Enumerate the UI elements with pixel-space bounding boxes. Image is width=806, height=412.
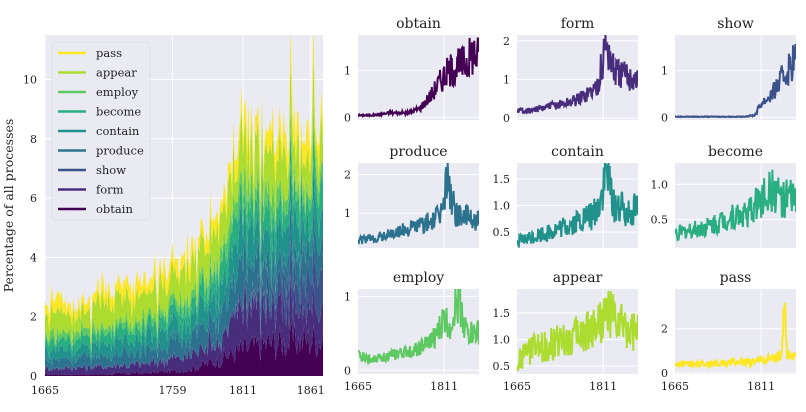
main-x-tick-label: 1665 <box>31 384 59 397</box>
panel-title: produce <box>389 144 447 160</box>
panel-y-tick-label: 1 <box>661 64 668 77</box>
panel-y-tick-label: 0 <box>661 112 668 125</box>
main-x-tick-label: 1759 <box>158 384 186 397</box>
panel-title: obtain <box>396 16 441 32</box>
panel-y-tick-label: 1 <box>503 73 510 86</box>
legend-label-appear: appear <box>96 66 137 80</box>
legend: pass appear employ become contain produce show… <box>51 41 151 221</box>
panel-become: 0.5 1.0 become <box>651 144 796 248</box>
panel-y-tick-label: 0.5 <box>493 360 511 373</box>
series-line-obtain <box>358 37 479 119</box>
panel-y-tick-label: 1 <box>344 64 351 77</box>
area-employ <box>45 100 323 354</box>
panel-title: pass <box>720 270 752 286</box>
series-line-pass <box>675 302 796 371</box>
series-line-appear <box>517 291 638 372</box>
panel-x-tick-label: 1665 <box>661 380 689 393</box>
panel-form: 0 1 2 form <box>503 16 638 125</box>
panel-y-tick-label: 0 <box>503 112 510 125</box>
panel-y-tick-label: 2 <box>344 169 351 182</box>
panel-appear: 0.5 1.0 1.5 1665 1811 appear <box>493 270 638 393</box>
area-obtain <box>45 321 323 376</box>
area-form <box>45 273 323 376</box>
main-y-tick-label: 8 <box>30 133 37 146</box>
panel-y-tick-label: 1.0 <box>651 178 669 191</box>
main-areas <box>45 35 323 376</box>
panel-y-tick-label: 0 <box>344 364 351 377</box>
panel-background <box>675 289 796 374</box>
main-stacked-area-chart: 0 2 4 6 8 10 1665 1759 1811 1861 Percentage of all… <box>1 35 325 397</box>
main-y-axis-label: Percentage of all processes <box>1 119 16 293</box>
panel-pass: 0 2 1665 1811 pass <box>661 270 796 393</box>
panel-produce: 1 2 produce <box>344 144 479 248</box>
panel-y-tick-label: 0 <box>344 112 351 125</box>
legend-label-show: show <box>96 163 126 177</box>
panel-title: show <box>717 16 754 32</box>
panel-employ: 0 1 1665 1811 employ <box>344 270 479 393</box>
panel-x-tick-label: 1811 <box>747 380 775 393</box>
panel-background <box>675 35 796 120</box>
panel-x-tick-label: 1811 <box>589 380 617 393</box>
panel-show: 0 1 show <box>661 16 796 125</box>
main-x-tick-label: 1811 <box>229 384 257 397</box>
series-line-produce <box>358 163 479 245</box>
series-line-become <box>675 169 796 243</box>
panel-x-tick-label: 1665 <box>344 380 372 393</box>
panel-obtain: 0 1 obtain <box>344 16 479 125</box>
panel-title: employ <box>393 270 444 286</box>
legend-label-employ: employ <box>96 85 139 99</box>
series-line-show <box>675 44 796 119</box>
panel-y-tick-label: 0 <box>661 367 668 380</box>
panel-title: form <box>561 16 595 32</box>
series-line-form <box>517 35 638 115</box>
area-become <box>45 122 323 360</box>
panel-title: contain <box>551 144 604 160</box>
main-y-tick-label: 4 <box>30 251 37 264</box>
panel-y-tick-label: 0.5 <box>651 214 669 227</box>
area-pass <box>45 35 323 339</box>
panel-y-tick-label: 2 <box>661 323 668 336</box>
legend-label-produce: produce <box>96 144 144 158</box>
area-contain <box>45 157 323 368</box>
main-y-tick-label: 6 <box>30 192 37 205</box>
panel-y-tick-label: 1.0 <box>493 333 511 346</box>
legend-label-pass: pass <box>96 46 122 60</box>
panel-y-tick-label: 1 <box>344 207 351 220</box>
panel-y-tick-label: 0.5 <box>493 226 511 239</box>
legend-box <box>51 41 151 221</box>
main-y-tick-label: 0 <box>30 370 37 383</box>
panel-y-tick-label: 1.5 <box>493 307 511 320</box>
legend-label-become: become <box>96 105 141 119</box>
legend-label-obtain: obtain <box>96 202 133 216</box>
legend-label-form: form <box>96 183 124 197</box>
panel-y-tick-label: 2 <box>503 35 510 48</box>
legend-label-contain: contain <box>96 124 140 138</box>
panel-contain: 0.5 1.0 1.5 contain <box>493 144 638 248</box>
series-line-employ <box>358 289 479 366</box>
panel-y-tick-label: 1.0 <box>493 200 511 213</box>
panel-y-tick-label: 1 <box>344 290 351 303</box>
panel-x-tick-label: 1811 <box>430 380 458 393</box>
main-x-tick-label: 1861 <box>297 384 325 397</box>
main-y-tick-label: 2 <box>30 311 37 324</box>
panel-title: appear <box>553 270 603 286</box>
panel-background <box>358 163 479 248</box>
area-appear <box>45 49 323 351</box>
panel-background <box>517 35 638 120</box>
panel-background <box>675 163 796 248</box>
panel-y-tick-label: 1.5 <box>493 173 511 186</box>
main-y-tick-label: 10 <box>23 73 37 86</box>
panel-x-tick-label: 1665 <box>503 380 531 393</box>
panel-title: become <box>708 144 763 160</box>
series-line-contain <box>517 163 638 248</box>
